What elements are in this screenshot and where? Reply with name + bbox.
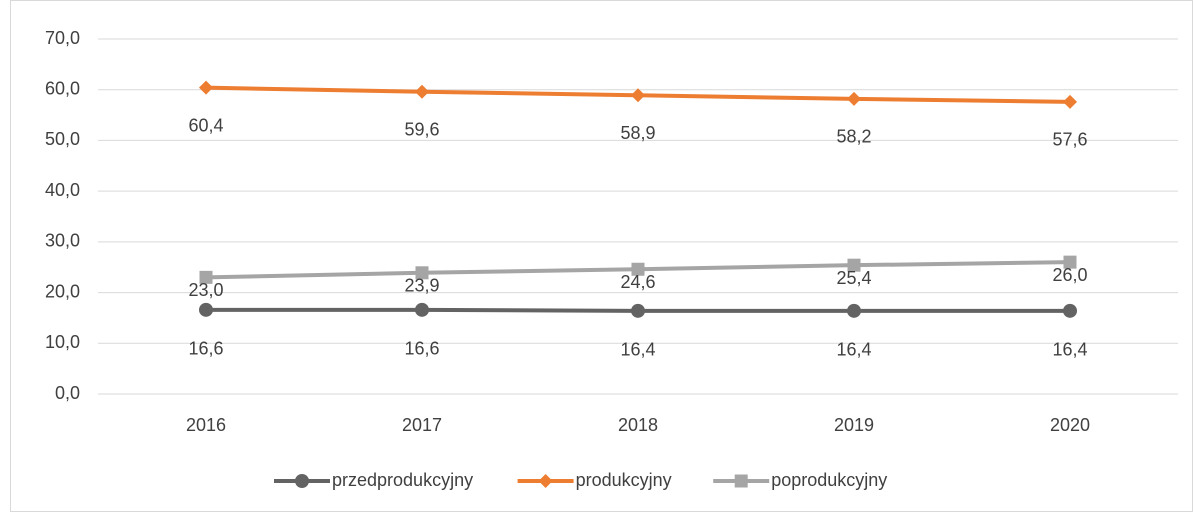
data-label: 25,4 xyxy=(836,268,871,288)
data-label: 59,6 xyxy=(404,119,439,139)
y-tick-label: 60,0 xyxy=(45,78,80,98)
y-tick-label: 30,0 xyxy=(45,231,80,251)
data-point xyxy=(199,80,213,95)
data-label: 26,0 xyxy=(1052,265,1087,285)
y-tick-label: 20,0 xyxy=(45,281,80,301)
data-label: 23,9 xyxy=(404,276,439,296)
y-tick-label: 40,0 xyxy=(45,180,80,200)
x-tick-label: 2017 xyxy=(402,415,442,435)
data-point xyxy=(415,84,429,99)
data-point xyxy=(631,303,645,318)
data-point xyxy=(415,302,429,317)
data-label: 16,6 xyxy=(404,339,439,359)
data-point xyxy=(199,270,213,284)
data-point xyxy=(1063,303,1077,318)
data-label: 23,0 xyxy=(188,280,223,300)
y-tick-label: 50,0 xyxy=(45,129,80,149)
data-point xyxy=(415,266,429,280)
legend-marker xyxy=(538,474,553,488)
data-label: 60,4 xyxy=(188,115,223,135)
x-tick-label: 2018 xyxy=(618,415,658,435)
data-label: 57,6 xyxy=(1052,130,1087,150)
data-label: 16,4 xyxy=(1052,340,1087,360)
y-tick-label: 10,0 xyxy=(45,332,80,352)
legend-marker xyxy=(295,474,309,488)
data-label: 16,6 xyxy=(188,339,223,359)
x-tick-label: 2019 xyxy=(834,415,874,435)
data-point xyxy=(847,258,861,272)
y-tick-label: 70,0 xyxy=(45,28,80,48)
data-point xyxy=(847,303,861,318)
data-label: 58,9 xyxy=(620,123,655,143)
chart-border xyxy=(10,0,1193,512)
legend-label: przedprodukcyjny xyxy=(332,470,473,490)
data-label: 16,4 xyxy=(620,340,655,360)
data-label: 16,4 xyxy=(836,340,871,360)
data-point xyxy=(199,302,213,317)
data-point xyxy=(1063,255,1077,269)
data-point xyxy=(1063,94,1077,109)
legend-label: poprodukcyjny xyxy=(771,470,887,490)
data-label: 24,6 xyxy=(620,272,655,292)
x-tick-label: 2020 xyxy=(1050,415,1090,435)
data-point xyxy=(847,91,861,106)
x-tick-label: 2016 xyxy=(186,415,226,435)
y-tick-label: 0,0 xyxy=(55,383,80,403)
data-point xyxy=(631,262,645,276)
legend-marker xyxy=(734,474,748,488)
data-label: 58,2 xyxy=(836,127,871,147)
legend-label: produkcyjny xyxy=(576,470,672,490)
data-point xyxy=(631,88,645,103)
